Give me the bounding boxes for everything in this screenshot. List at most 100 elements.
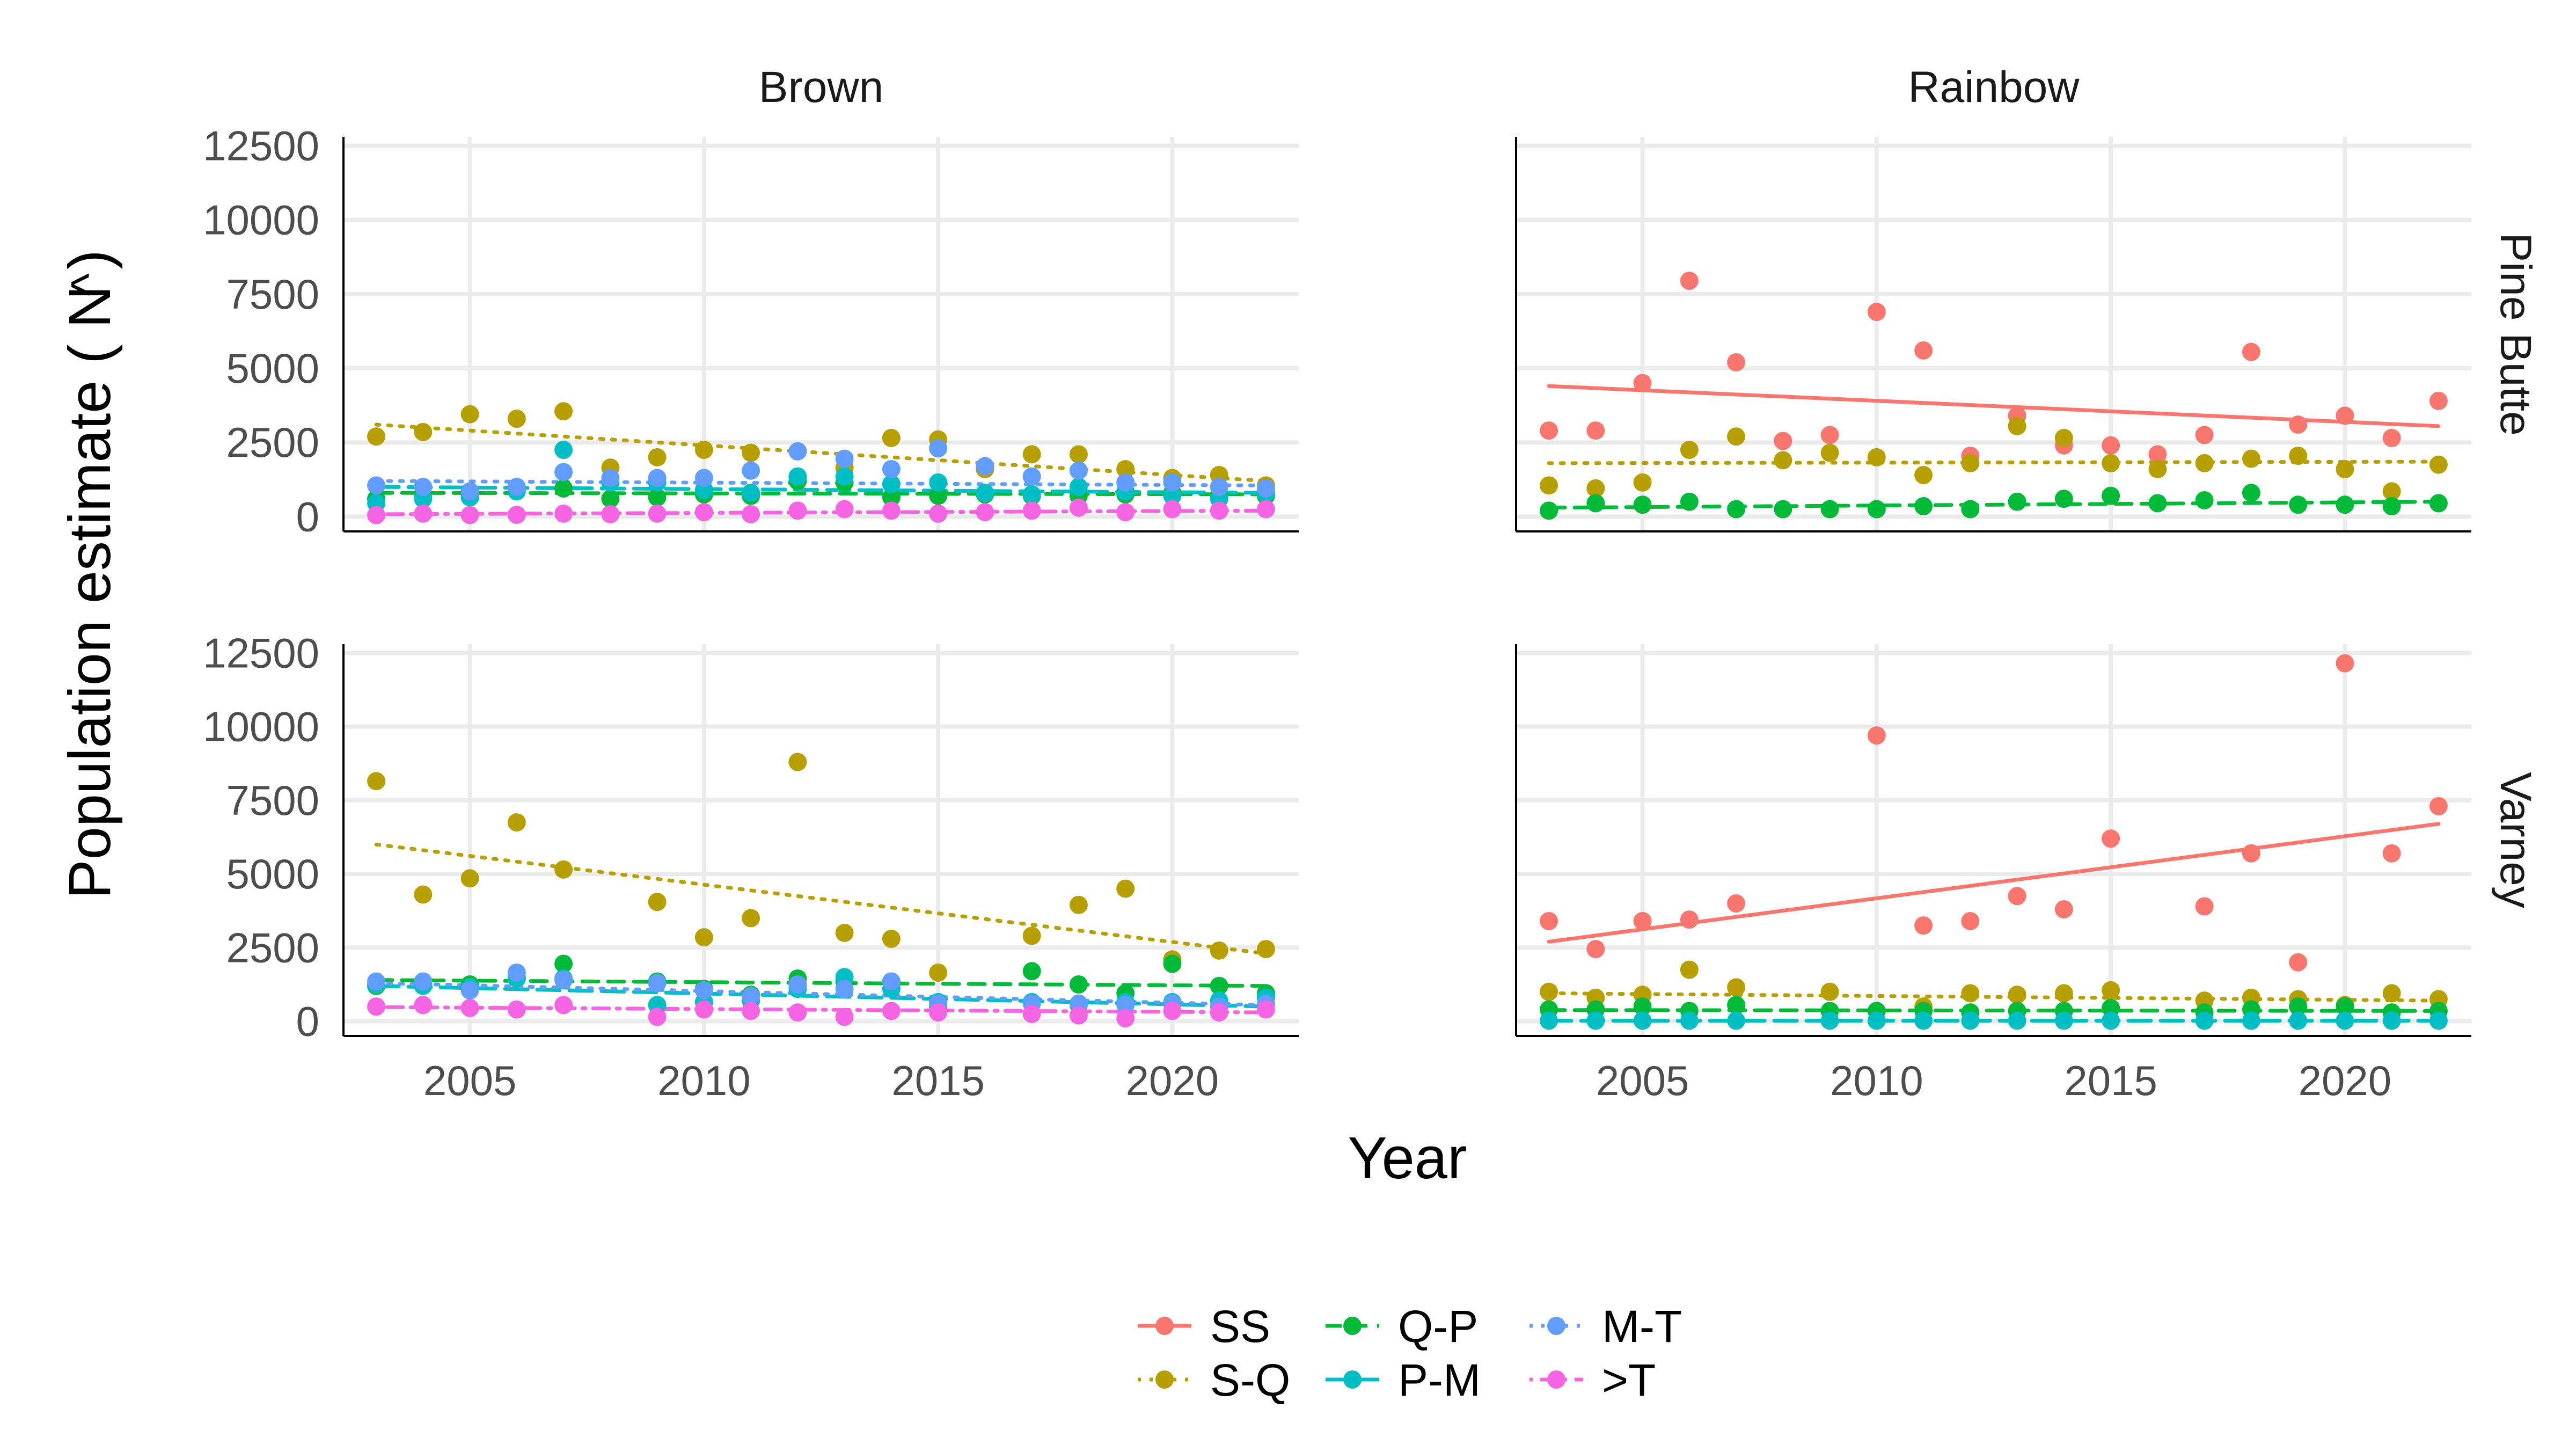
data-point-sq <box>1961 454 1980 472</box>
data-point-ss <box>1586 421 1605 440</box>
data-point-mt <box>976 457 994 476</box>
data-point-sq <box>882 428 901 447</box>
trend-line-qp <box>1547 500 2441 510</box>
x-axis-title: Year <box>1348 1125 1467 1191</box>
data-point-ss <box>2242 844 2260 863</box>
facet-row-label: Pine Butte <box>2491 232 2540 435</box>
data-point-sq <box>1774 451 1792 470</box>
data-point-sq <box>1680 960 1699 979</box>
facet-column-label: Rainbow <box>1908 63 2080 112</box>
data-point-pm <box>1586 1011 1605 1030</box>
data-point-qp <box>929 486 948 505</box>
legend-label: Q-P <box>1398 1301 1478 1352</box>
data-point-sq <box>648 448 667 466</box>
x-tick-label: 2020 <box>2299 1057 2392 1104</box>
data-point-pm <box>1867 1011 1886 1030</box>
data-point-pm <box>1022 485 1041 504</box>
data-point-t <box>414 504 433 523</box>
data-point-mt <box>1210 478 1228 497</box>
data-point-sq <box>1727 427 1746 446</box>
data-point-ss <box>1633 911 1652 930</box>
trend-line-ss <box>1547 384 2441 428</box>
data-point-sq <box>2008 417 2026 435</box>
data-point-pm <box>2102 1011 2120 1030</box>
data-point-mt <box>554 971 573 989</box>
data-point-mt <box>648 974 667 993</box>
data-point-sq <box>1116 459 1135 478</box>
data-point-ss <box>2008 887 2026 906</box>
panel-brown-varney: 0 2500 5000 7500 10000 12500 2005 2010 2015 2020 <box>203 629 1299 1104</box>
data-point-sq <box>2429 455 2448 474</box>
data-point-qp <box>554 954 573 973</box>
data-point-sq <box>367 772 386 791</box>
data-point-ss <box>1961 911 1980 930</box>
data-point-sq <box>554 402 573 421</box>
legend-item-qp: Q-P <box>1326 1301 1478 1352</box>
legend-key-point <box>1547 1370 1565 1389</box>
data-point-ss <box>1680 910 1699 929</box>
data-point-t <box>882 1002 901 1020</box>
x-tick-label: 2010 <box>1830 1057 1923 1104</box>
data-point-t <box>694 1000 713 1019</box>
y-axis-title-hat: ^ <box>62 273 115 296</box>
data-point-sq <box>1069 445 1088 464</box>
data-point-ss <box>1774 432 1792 450</box>
data-point-qp <box>1022 962 1041 981</box>
data-point-qp <box>1633 997 1652 1016</box>
data-point-qp <box>1727 996 1746 1015</box>
data-point-sq <box>2242 449 2260 468</box>
data-point-pm <box>1540 1011 1558 1030</box>
data-point-sq <box>1210 941 1228 960</box>
data-point-ss <box>2242 342 2260 361</box>
data-point-sq <box>1540 476 1558 495</box>
data-point-pm <box>2054 1011 2073 1030</box>
legend-key-point <box>1547 1317 1565 1335</box>
data-point-t <box>1210 1003 1228 1022</box>
data-point-qp <box>2195 491 2214 509</box>
data-point-qp <box>601 490 620 508</box>
data-point-pm <box>2336 1011 2354 1030</box>
data-point-sq <box>2102 981 2120 999</box>
x-tick-label: 2005 <box>1596 1057 1689 1104</box>
data-point-sq <box>1256 940 1275 959</box>
data-point-sq <box>1680 441 1699 459</box>
legend-key-point <box>1155 1370 1174 1389</box>
data-point-pm <box>1633 1011 1652 1030</box>
data-point-qp <box>1820 500 1839 519</box>
data-point-qp <box>1867 500 1886 519</box>
data-point-t <box>1256 1000 1275 1019</box>
data-point-t <box>1069 498 1088 517</box>
data-point-sq <box>1867 448 1886 466</box>
data-point-ss <box>2148 445 2167 464</box>
trend-line-qp <box>1547 1008 2441 1013</box>
data-point-sq <box>694 928 713 947</box>
panel-rainbow-varney: 2005 2010 2015 2020 <box>1515 644 2471 1104</box>
data-point-ss <box>1914 916 1933 935</box>
data-point-mt <box>1069 461 1088 480</box>
data-point-sq <box>367 427 386 446</box>
data-point-mt <box>460 981 479 999</box>
data-point-pm <box>1727 1011 1746 1030</box>
data-point-mt <box>929 439 948 458</box>
data-point-ss <box>1680 272 1699 290</box>
data-point-mt <box>882 459 901 478</box>
data-point-qp <box>1633 495 1652 514</box>
data-point-mt <box>414 972 433 991</box>
data-point-sq <box>742 909 760 928</box>
y-axis-title-text: Population estimate (N) <box>57 250 123 899</box>
data-point-t <box>1069 1006 1088 1025</box>
data-point-sq <box>507 410 526 428</box>
data-point-sq <box>1961 984 1980 1003</box>
data-point-mt <box>648 469 667 487</box>
data-point-mt <box>1256 479 1275 498</box>
y-tick-label: 10000 <box>203 703 319 750</box>
data-point-qp <box>554 479 573 498</box>
y-tick-label: 10000 <box>203 196 319 244</box>
data-point-t <box>460 998 479 1017</box>
data-point-t <box>367 997 386 1016</box>
legend-item-ss: SS <box>1138 1301 1270 1352</box>
data-point-t <box>742 505 760 523</box>
data-point-mt <box>835 980 854 998</box>
data-point-ss <box>2336 654 2354 673</box>
data-point-t <box>1116 503 1135 522</box>
